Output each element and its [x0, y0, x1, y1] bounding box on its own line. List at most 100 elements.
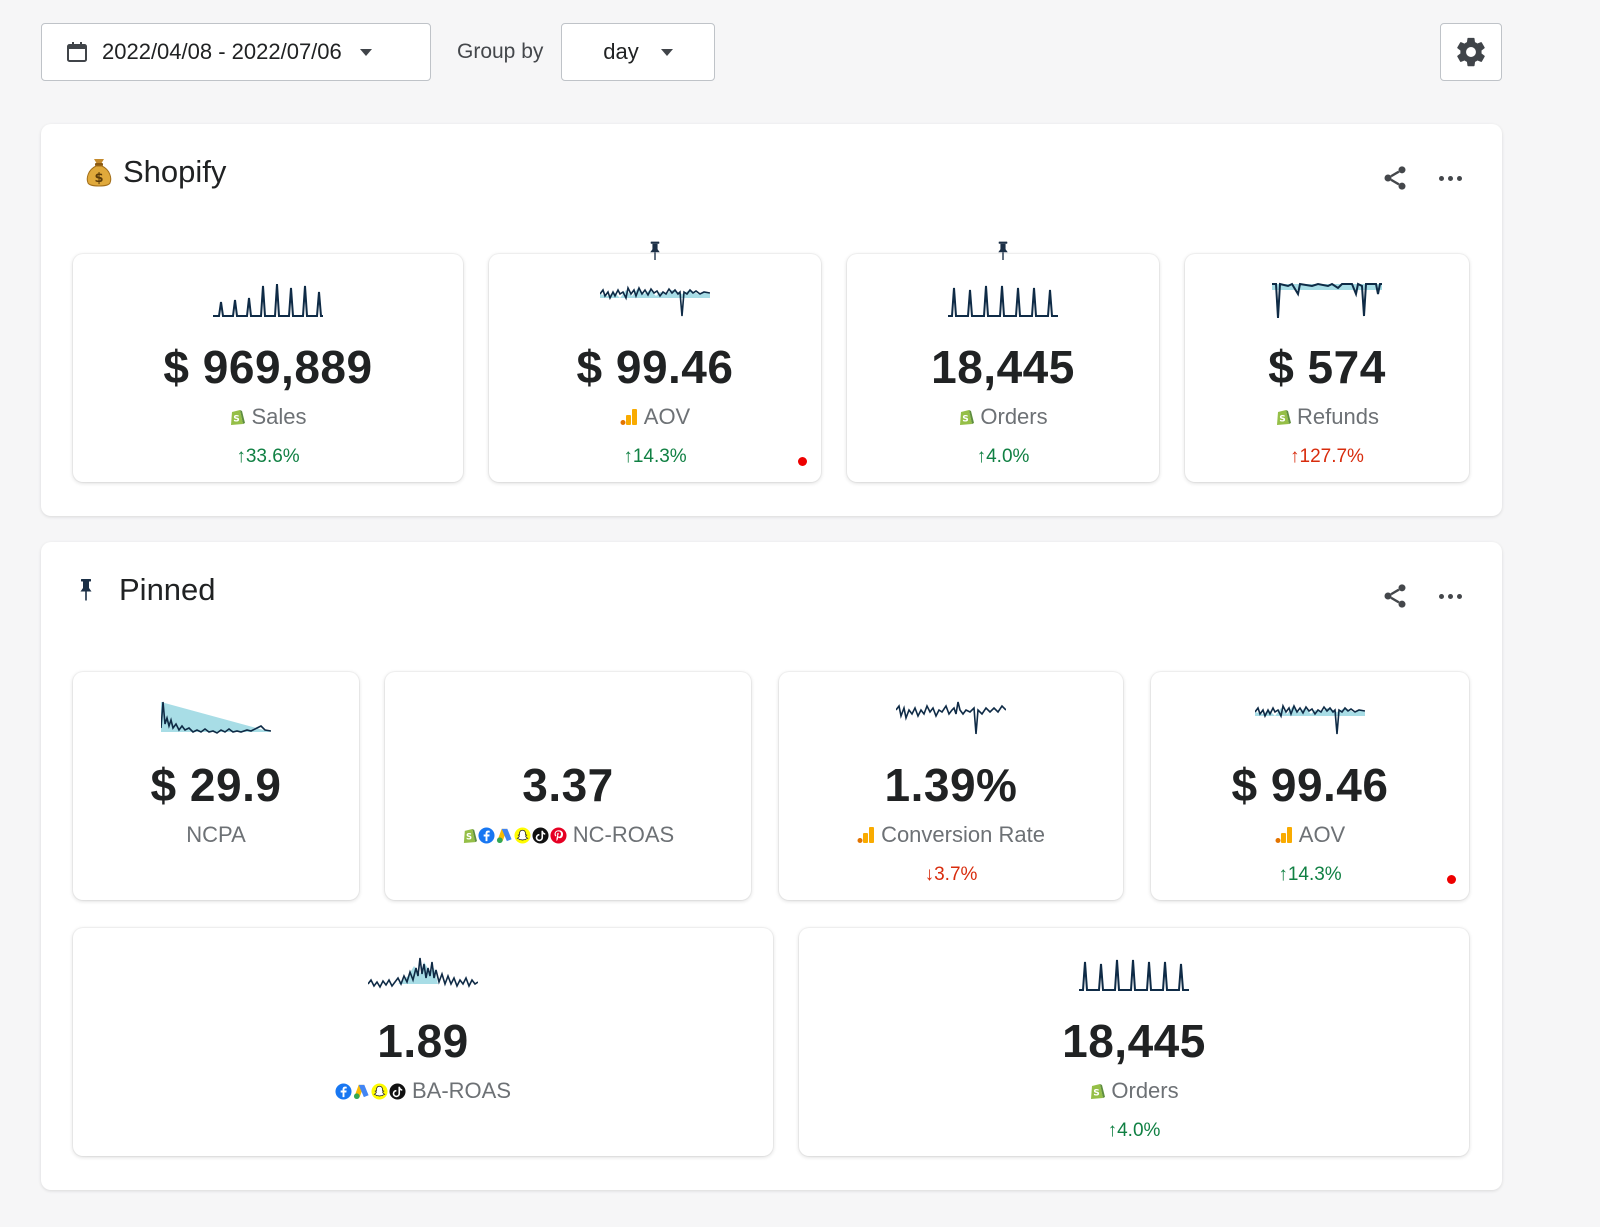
- shopify-icon: [229, 408, 245, 426]
- metric-value: $ 574: [1268, 341, 1386, 393]
- metric-label: Refunds: [1297, 404, 1379, 429]
- metric-label: NC-ROAS: [572, 822, 675, 847]
- metric-label: AOV: [643, 404, 691, 429]
- metric-value: $ 99.46: [1231, 759, 1389, 811]
- metric-label: Orders: [980, 404, 1048, 429]
- metric-label-row: AOV: [1151, 822, 1469, 848]
- metric-value: 1.89: [377, 1015, 469, 1067]
- metric-label-row: AOV: [489, 404, 821, 430]
- metric-value: 18,445: [1062, 1015, 1206, 1067]
- metric-value: $ 99.46: [576, 341, 734, 393]
- section-actions: [1381, 164, 1462, 192]
- facebook-icon: [335, 1083, 352, 1100]
- pin-icon[interactable]: [997, 241, 1009, 261]
- google-analytics-icon: [620, 408, 638, 426]
- shopify-icon: [1275, 408, 1291, 426]
- pin-icon[interactable]: [649, 241, 661, 261]
- chevron-down-icon: [660, 48, 673, 56]
- metric-card-sales[interactable]: $ 969,889 Sales ↑33.6%: [73, 254, 463, 482]
- shopify-icon: [1089, 1082, 1105, 1100]
- section-title-text: Pinned: [119, 572, 216, 607]
- facebook-icon: [478, 827, 495, 844]
- metric-value: 18,445: [931, 341, 1075, 393]
- metric-value: 3.37: [522, 759, 614, 811]
- settings-button[interactable]: [1440, 23, 1502, 81]
- metric-card-orders[interactable]: 18,445 Orders ↑4.0%: [847, 254, 1159, 482]
- metric-change: ↑14.3%: [1278, 864, 1342, 885]
- group-by-select[interactable]: day: [561, 23, 715, 81]
- sparkline: [1272, 282, 1382, 319]
- metric-change: ↓3.7%: [924, 864, 978, 885]
- metric-value: 1.39%: [884, 759, 1018, 811]
- more-options-icon[interactable]: [1439, 175, 1462, 181]
- calendar-icon: [67, 42, 87, 62]
- sparkline: [1255, 703, 1365, 735]
- chevron-down-icon: [359, 48, 372, 56]
- date-range-picker[interactable]: 2022/04/08 - 2022/07/06: [41, 23, 431, 81]
- metric-label: Conversion Rate: [881, 822, 1045, 847]
- metric-value: $ 969,889: [163, 341, 373, 393]
- metric-label-row: Conversion Rate: [779, 822, 1123, 848]
- metric-label-row: NCPA: [73, 822, 359, 848]
- share-icon[interactable]: [1381, 582, 1409, 610]
- section-title-text: Shopify: [123, 154, 227, 189]
- tiktok-icon: [532, 827, 549, 844]
- google-analytics-icon: [857, 826, 875, 844]
- metric-label: BA-ROAS: [411, 1078, 512, 1103]
- sparkline: [213, 283, 323, 317]
- metric-change: ↑33.6%: [236, 446, 300, 467]
- toolbar: 2022/04/08 - 2022/07/06 Group by day: [41, 23, 1531, 81]
- google-analytics-icon: [1275, 826, 1293, 844]
- sparkline: [948, 285, 1058, 317]
- date-range-text: 2022/04/08 - 2022/07/06: [102, 39, 342, 64]
- metric-card-ba-roas[interactable]: 1.89 BA-ROAS: [73, 928, 773, 1156]
- metric-label: Sales: [251, 404, 307, 429]
- snapchat-icon: [371, 1083, 388, 1100]
- metric-label-row: Sales: [73, 404, 463, 430]
- google-ads-icon: [496, 827, 513, 844]
- metric-card-conversion-rate[interactable]: 1.39% Conversion Rate ↓3.7%: [779, 672, 1123, 900]
- metric-label-row: Orders: [847, 404, 1159, 430]
- section-title: Pinned: [79, 572, 216, 608]
- metric-card-nc-roas[interactable]: 3.37 NC-ROAS: [385, 672, 751, 900]
- metric-label-row: BA-ROAS: [73, 1078, 773, 1104]
- metric-card-refunds[interactable]: $ 574 Refunds ↑127.7%: [1185, 254, 1469, 482]
- section-actions: [1381, 582, 1462, 610]
- metric-card-ncpa[interactable]: $ 29.9 NCPA: [73, 672, 359, 900]
- snapchat-icon: [514, 827, 531, 844]
- group-by-label: Group by: [457, 40, 544, 63]
- metric-change: ↑127.7%: [1290, 446, 1364, 467]
- alert-dot: [798, 457, 807, 466]
- google-ads-icon: [353, 1083, 370, 1100]
- metric-card-aov[interactable]: $ 99.46 AOV ↑14.3%: [1151, 672, 1469, 900]
- sparkline: [1079, 959, 1189, 991]
- section-title: $ Shopify: [85, 154, 226, 190]
- sparkline: [368, 957, 478, 989]
- alert-dot: [1447, 875, 1456, 884]
- gear-icon: [1457, 37, 1485, 67]
- tiktok-icon: [389, 1083, 406, 1100]
- metric-label: Orders: [1111, 1078, 1179, 1103]
- pinterest-icon: [550, 827, 567, 844]
- sparkline: [161, 701, 271, 734]
- metric-value: $ 29.9: [150, 759, 282, 811]
- svg-text:$: $: [94, 171, 103, 186]
- metric-label: AOV: [1298, 822, 1346, 847]
- sparkline: [896, 701, 1006, 735]
- metric-change: ↑4.0%: [976, 446, 1030, 467]
- shopify-icon: [958, 408, 974, 426]
- metric-card-orders[interactable]: 18,445 Orders ↑4.0%: [799, 928, 1469, 1156]
- metric-label-row: NC-ROAS: [385, 822, 751, 848]
- shopify-icon: [462, 827, 477, 844]
- metric-label-row: Refunds: [1185, 404, 1469, 430]
- metric-card-aov[interactable]: $ 99.46 AOV ↑14.3%: [489, 254, 821, 482]
- shopify-section: $ Shopify $ 969,889 Sales ↑33.6% $ 99.46: [41, 124, 1502, 516]
- share-icon[interactable]: [1381, 164, 1409, 192]
- sparkline: [600, 285, 710, 317]
- metric-change: ↑4.0%: [1107, 1120, 1161, 1141]
- money-bag-icon: $: [85, 156, 113, 188]
- metric-label: NCPA: [186, 822, 246, 847]
- metric-label-row: Orders: [799, 1078, 1469, 1104]
- metric-change: ↑14.3%: [623, 446, 687, 467]
- more-options-icon[interactable]: [1439, 593, 1462, 599]
